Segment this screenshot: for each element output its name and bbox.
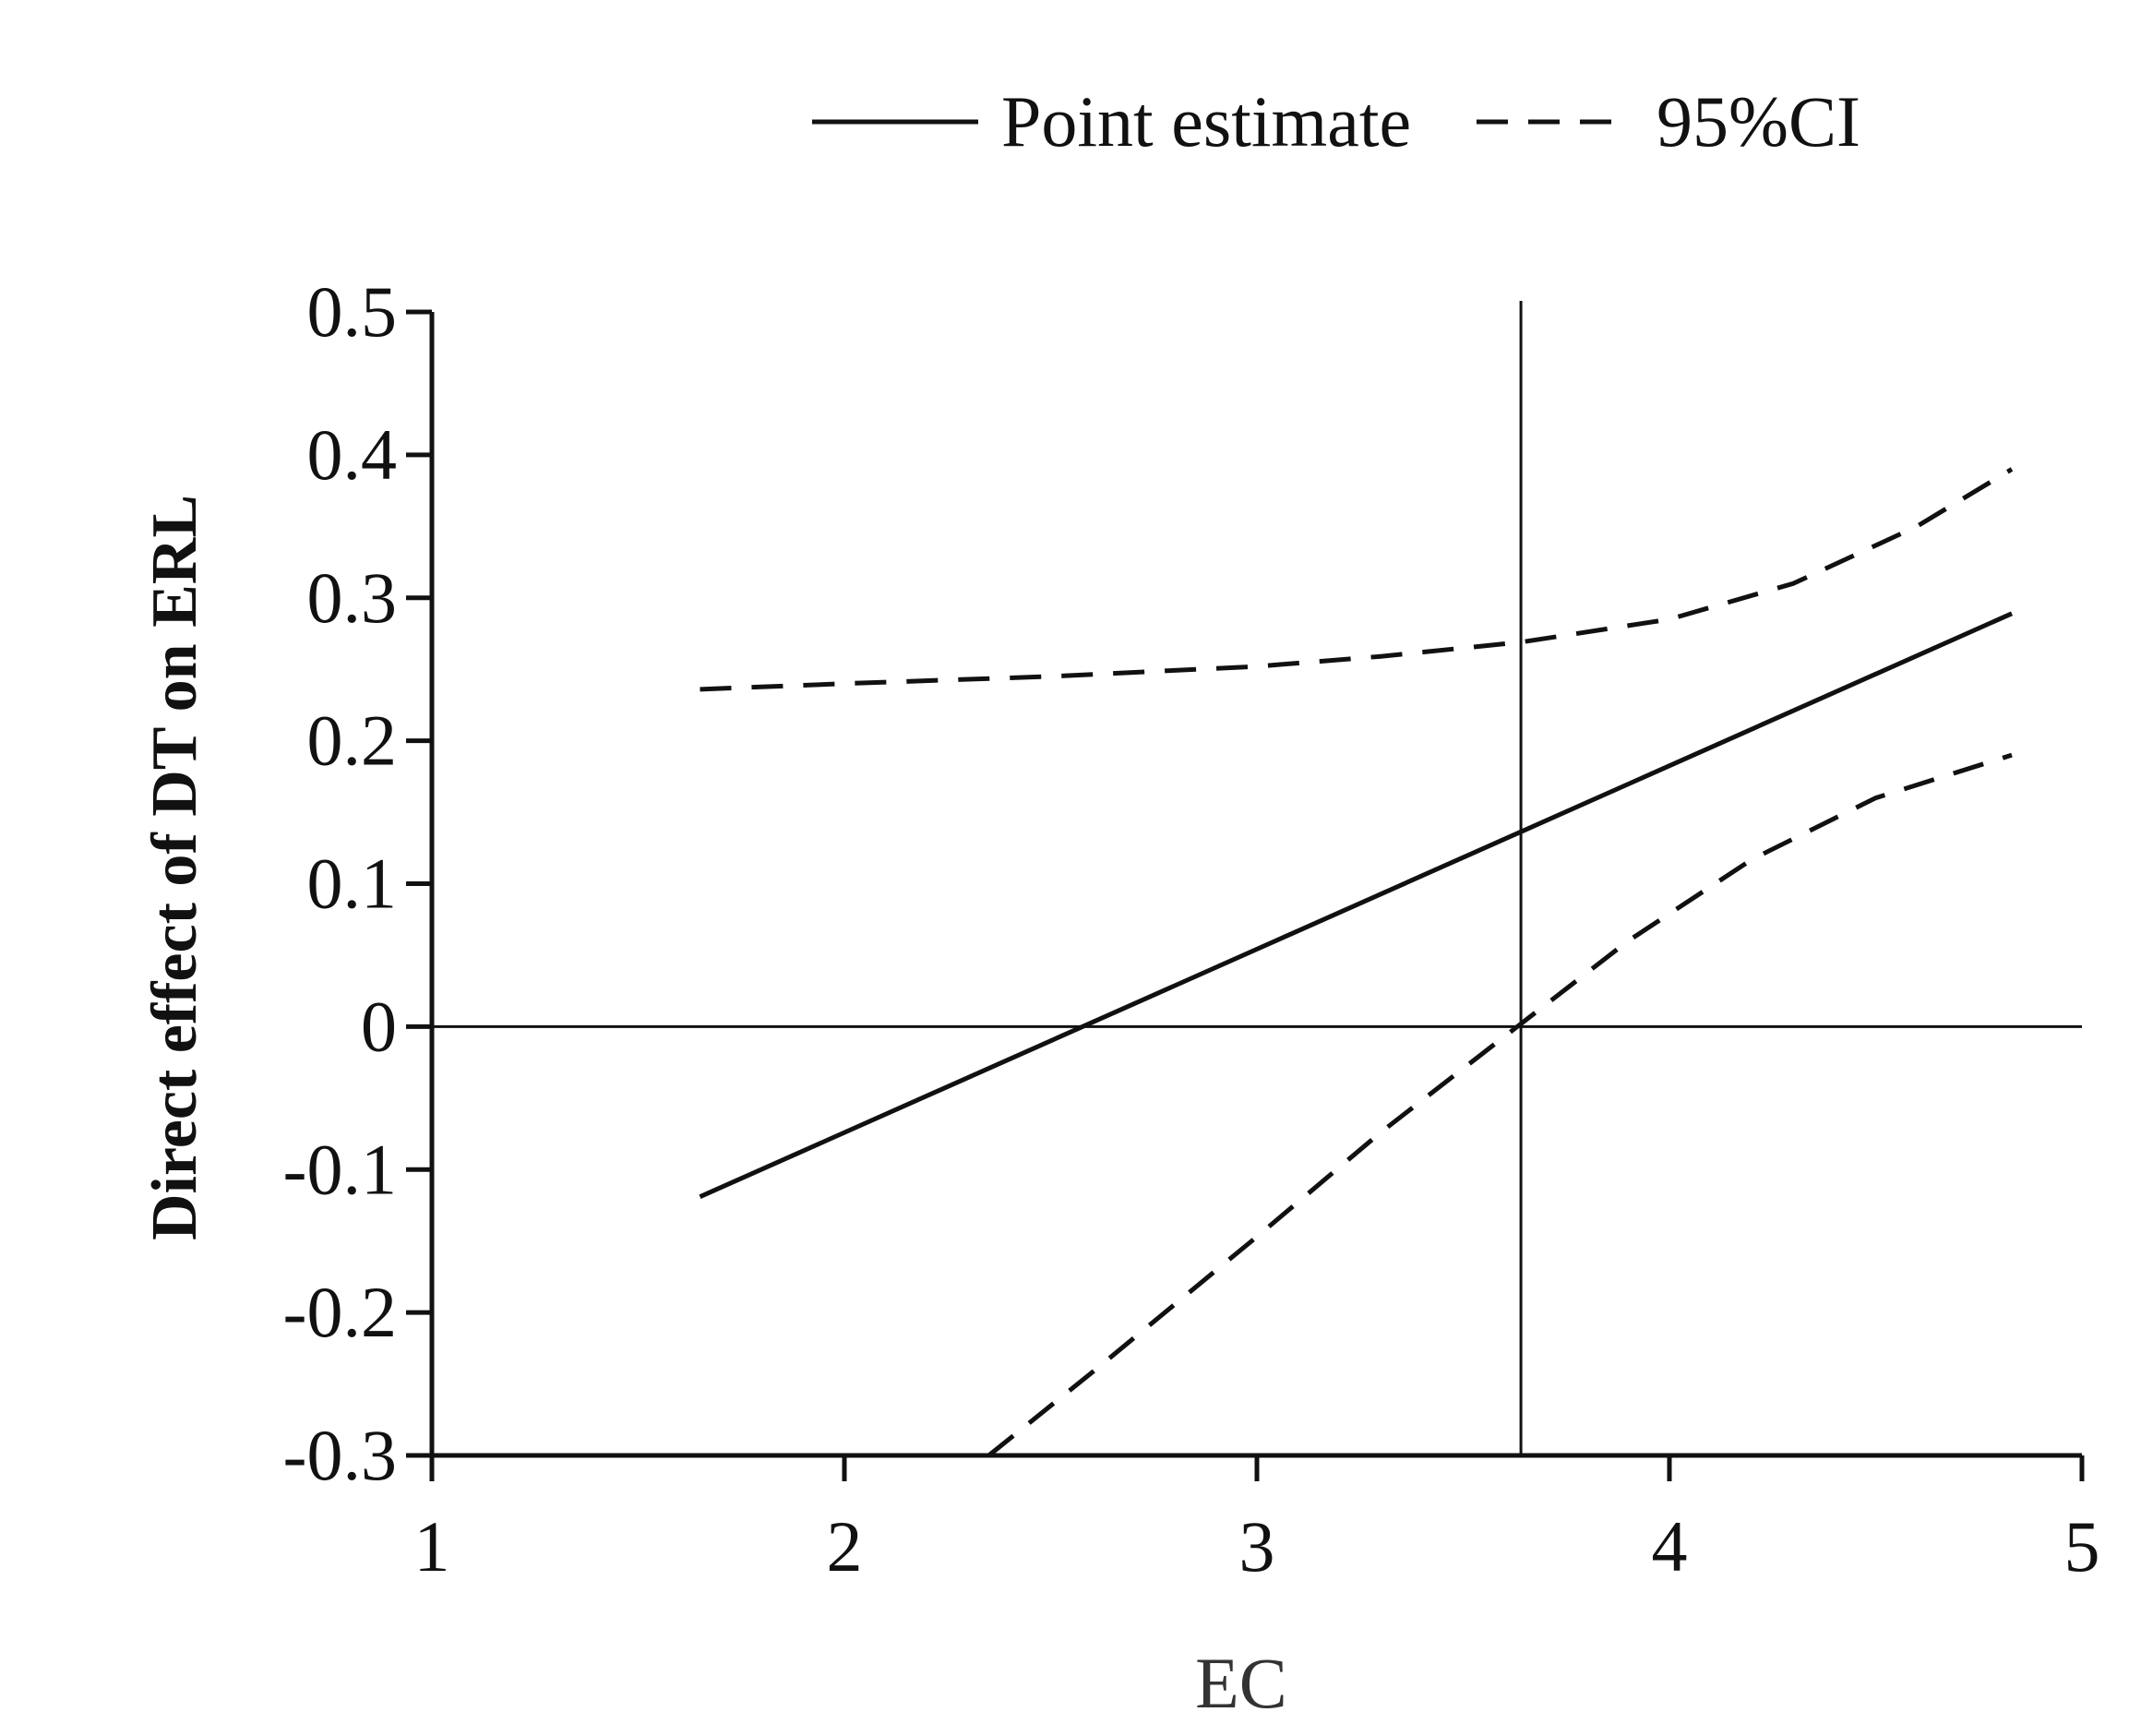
y-tick-label: -0.3 [283,1415,397,1495]
y-tick-label: 0.2 [307,700,398,781]
legend-label-95ci: 95%CI [1657,81,1860,162]
ci-upper-line [700,467,2014,692]
y-tick-label: 0.3 [307,557,398,638]
legend: Point estimate 95%CI [812,81,1860,162]
y-tick-label: 0.5 [307,271,398,352]
axes: 0.5 0.4 0.3 0.2 0.1 0 -0.1 -0.2 -0.31 2 3 4 5 [283,271,2100,1586]
y-tick-label: 0.4 [307,414,398,495]
y-axis-title: Direct effect of DT on ERL [139,495,210,1240]
y-tick-label: 0 [361,986,397,1066]
y-tick-label: -0.2 [283,1272,397,1352]
x-tick-label: 5 [2064,1506,2100,1586]
x-axis-title: EC [1195,1643,1287,1723]
x-tick-label: 1 [414,1506,450,1586]
legend-label-point-estimate: Point estimate [1001,81,1411,162]
x-tick-label: 2 [827,1506,863,1586]
series-group [699,467,2014,1457]
y-tick-label: -0.1 [283,1129,397,1209]
reference-lines [432,301,2082,1455]
x-tick-label: 3 [1239,1506,1275,1586]
x-tick-label: 4 [1652,1506,1688,1586]
y-tick-label: 0.1 [307,844,398,924]
ci-lower-line [987,752,2013,1457]
point-estimate-line [699,611,2014,1199]
